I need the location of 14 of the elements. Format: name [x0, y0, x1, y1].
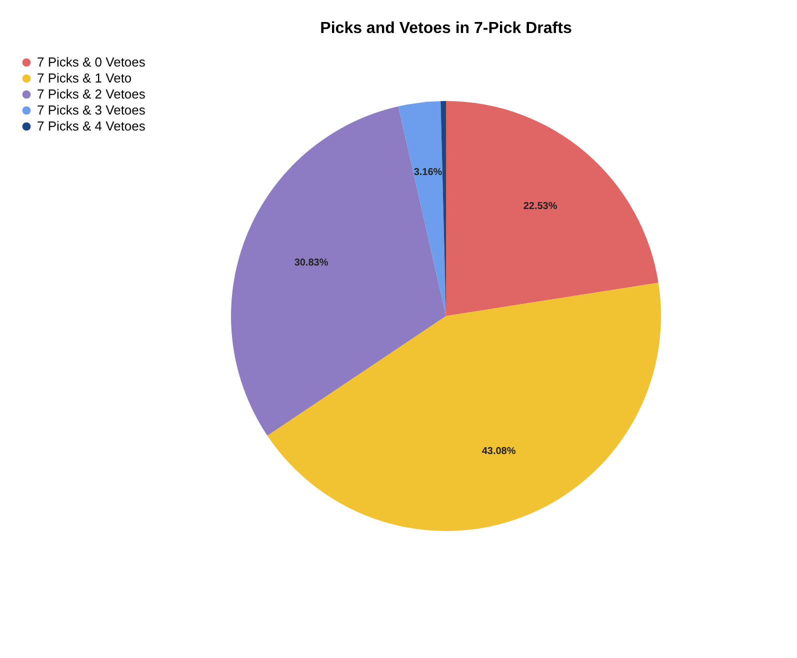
legend-label: 7 Picks & 4 Vetoes	[37, 118, 146, 134]
pie-slice	[398, 101, 446, 316]
pie-slice	[267, 282, 661, 531]
data-label: 30.83%	[294, 257, 328, 268]
legend-label: 7 Picks & 1 Veto	[37, 70, 132, 86]
data-label: 22.53%	[523, 200, 558, 212]
legend-label: 7 Picks & 3 Vetoes	[37, 102, 146, 118]
legend-label: 7 Picks & 0 Vetoes	[37, 54, 146, 70]
legend-label: 7 Picks & 2 Vetoes	[37, 86, 146, 102]
data-label: 43.08%	[482, 446, 516, 458]
data-label: 3.16%	[414, 167, 442, 178]
pie-slice	[231, 106, 446, 436]
chart-title: Picks and Vetoes in 7-Pick Drafts	[320, 20, 572, 37]
pie-slice	[446, 101, 658, 316]
